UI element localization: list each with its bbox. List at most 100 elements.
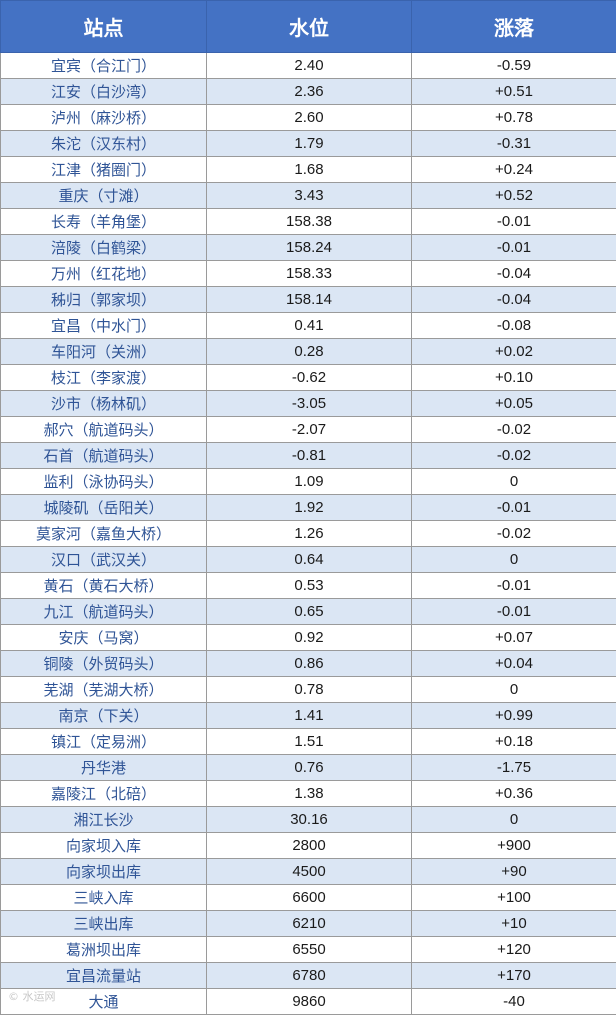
table-row: 秭归（郭家坝）158.14-0.04 <box>1 287 616 313</box>
water-level-cell: -0.62 <box>207 365 412 391</box>
station-cell: 泸州（麻沙桥） <box>1 105 207 131</box>
table-row: 郝穴（航道码头）-2.07-0.02 <box>1 417 616 443</box>
station-cell: 向家坝出库 <box>1 859 207 885</box>
table-row: 南京（下关）1.41+0.99 <box>1 703 616 729</box>
change-cell: +120 <box>412 937 616 963</box>
water-level-cell: 1.38 <box>207 781 412 807</box>
change-cell: +0.10 <box>412 365 616 391</box>
station-cell: 芜湖（芜湖大桥） <box>1 677 207 703</box>
header-station: 站点 <box>1 1 207 53</box>
station-cell: 郝穴（航道码头） <box>1 417 207 443</box>
water-level-cell: 0.41 <box>207 313 412 339</box>
change-cell: -0.04 <box>412 287 616 313</box>
table-row: 安庆（马窝）0.92+0.07 <box>1 625 616 651</box>
water-level-cell: 158.38 <box>207 209 412 235</box>
station-cell: 镇江（定易洲） <box>1 729 207 755</box>
station-cell: 车阳河（关洲） <box>1 339 207 365</box>
change-cell: -0.02 <box>412 443 616 469</box>
water-level-cell: 1.79 <box>207 131 412 157</box>
change-cell: 0 <box>412 677 616 703</box>
water-level-cell: 4500 <box>207 859 412 885</box>
station-cell: 向家坝入库 <box>1 833 207 859</box>
change-cell: +0.52 <box>412 183 616 209</box>
water-level-cell: 1.68 <box>207 157 412 183</box>
station-cell: 九江（航道码头） <box>1 599 207 625</box>
change-cell: -0.01 <box>412 235 616 261</box>
station-cell: 三峡入库 <box>1 885 207 911</box>
station-cell: 涪陵（白鹤梁） <box>1 235 207 261</box>
station-cell: 黄石（黄石大桥） <box>1 573 207 599</box>
water-level-cell: 0.76 <box>207 755 412 781</box>
water-level-cell: 1.09 <box>207 469 412 495</box>
change-cell: +900 <box>412 833 616 859</box>
water-level-cell: 0.78 <box>207 677 412 703</box>
table-row: 江安（白沙湾）2.36+0.51 <box>1 79 616 105</box>
change-cell: +0.02 <box>412 339 616 365</box>
change-cell: 0 <box>412 469 616 495</box>
table-row: 黄石（黄石大桥）0.53-0.01 <box>1 573 616 599</box>
table-row: 长寿（羊角堡）158.38-0.01 <box>1 209 616 235</box>
water-level-cell: -0.81 <box>207 443 412 469</box>
station-cell: 葛洲坝出库 <box>1 937 207 963</box>
table-row: 枝江（李家渡）-0.62+0.10 <box>1 365 616 391</box>
table-row: 车阳河（关洲）0.28+0.02 <box>1 339 616 365</box>
water-level-cell: 0.53 <box>207 573 412 599</box>
table-row: 镇江（定易洲）1.51+0.18 <box>1 729 616 755</box>
change-cell: -0.02 <box>412 417 616 443</box>
watermark: © 水运网 <box>8 988 56 1004</box>
water-level-cell: 0.28 <box>207 339 412 365</box>
water-level-cell: 158.14 <box>207 287 412 313</box>
change-cell: +0.07 <box>412 625 616 651</box>
change-cell: -0.01 <box>412 599 616 625</box>
water-level-cell: 2800 <box>207 833 412 859</box>
header-water-level: 水位 <box>207 1 412 53</box>
station-cell: 三峡出库 <box>1 911 207 937</box>
station-cell: 枝江（李家渡） <box>1 365 207 391</box>
change-cell: -0.31 <box>412 131 616 157</box>
table-row: 涪陵（白鹤梁）158.24-0.01 <box>1 235 616 261</box>
water-level-cell: 1.26 <box>207 521 412 547</box>
station-cell: 莫家河（嘉鱼大桥） <box>1 521 207 547</box>
change-cell: +0.51 <box>412 79 616 105</box>
table-row: 九江（航道码头）0.65-0.01 <box>1 599 616 625</box>
station-cell: 监利（泳协码头） <box>1 469 207 495</box>
table-row: 铜陵（外贸码头）0.86+0.04 <box>1 651 616 677</box>
water-level-cell: 0.64 <box>207 547 412 573</box>
station-cell: 重庆（寸滩） <box>1 183 207 209</box>
change-cell: +90 <box>412 859 616 885</box>
change-cell: -1.75 <box>412 755 616 781</box>
table-row: 泸州（麻沙桥）2.60+0.78 <box>1 105 616 131</box>
water-level-cell: -2.07 <box>207 417 412 443</box>
water-level-cell: 30.16 <box>207 807 412 833</box>
water-level-cell: 158.33 <box>207 261 412 287</box>
table-row: 宜昌（中水门）0.41-0.08 <box>1 313 616 339</box>
station-cell: 汉口（武汉关） <box>1 547 207 573</box>
table-row: 城陵矶（岳阳关）1.92-0.01 <box>1 495 616 521</box>
table-row: 万州（红花地）158.33-0.04 <box>1 261 616 287</box>
station-cell: 丹华港 <box>1 755 207 781</box>
water-level-cell: 1.51 <box>207 729 412 755</box>
water-level-cell: 6780 <box>207 963 412 989</box>
station-cell: 宜昌（中水门） <box>1 313 207 339</box>
table-row: 朱沱（汉东村）1.79-0.31 <box>1 131 616 157</box>
change-cell: +0.99 <box>412 703 616 729</box>
change-cell: -0.59 <box>412 53 616 79</box>
water-level-cell: 2.36 <box>207 79 412 105</box>
change-cell: -0.01 <box>412 209 616 235</box>
water-level-cell: 2.40 <box>207 53 412 79</box>
change-cell: -40 <box>412 989 616 1015</box>
water-level-cell: 0.86 <box>207 651 412 677</box>
station-cell: 宜宾（合江门） <box>1 53 207 79</box>
station-cell: 秭归（郭家坝） <box>1 287 207 313</box>
water-level-cell: 0.92 <box>207 625 412 651</box>
change-cell: +0.24 <box>412 157 616 183</box>
